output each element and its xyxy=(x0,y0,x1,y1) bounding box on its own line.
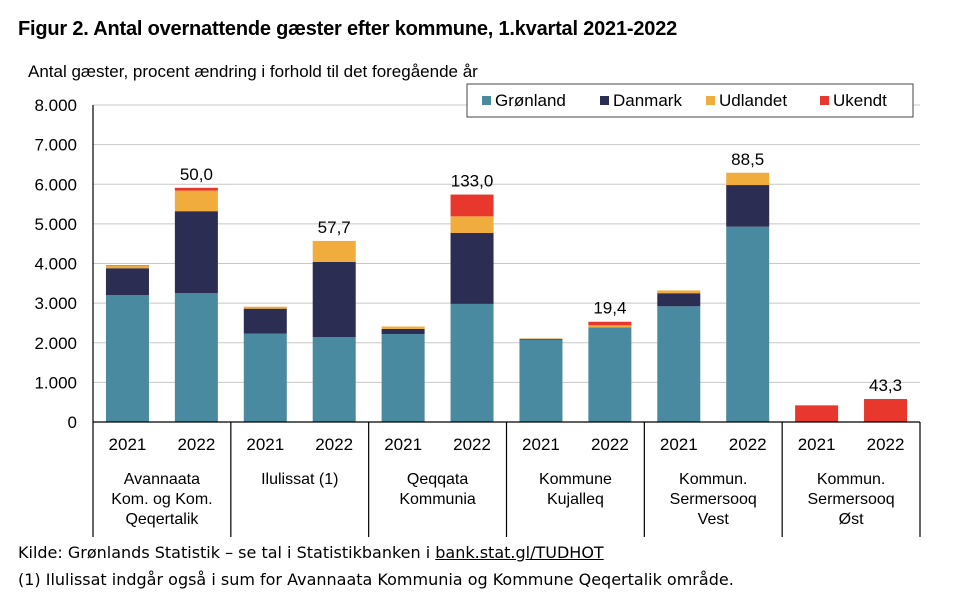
y-tick-label: 5.000 xyxy=(34,215,77,234)
bar-segment-udlandet xyxy=(450,216,494,233)
bar-segment-grønland xyxy=(312,337,356,422)
legend-label-danmark: Danmark xyxy=(613,91,682,110)
x-year-label: 2021 xyxy=(798,435,836,454)
y-tick-label: 2.000 xyxy=(34,334,77,353)
bar-segment-udlandet xyxy=(381,326,425,329)
x-group-label: Kommun. xyxy=(679,471,747,488)
legend-label-udlandet: Udlandet xyxy=(719,91,787,110)
bar-segment-udlandet xyxy=(726,172,770,186)
x-group-label: Kommunia xyxy=(399,491,476,508)
bar-segment-grønland xyxy=(726,226,770,422)
bar-segment-danmark xyxy=(312,261,356,338)
bar-segment-danmark xyxy=(450,232,494,304)
x-group-label: Avannaata xyxy=(124,471,200,488)
bar-segment-grønland xyxy=(105,295,149,422)
figure-title: Figur 2. Antal overnattende gæster efter… xyxy=(18,18,678,40)
legend-label-ukendt: Ukendt xyxy=(833,91,887,110)
stacked-bar-chart: Antal gæster, procent ændring i forhold … xyxy=(28,62,921,537)
bar-segment-danmark xyxy=(381,328,425,335)
x-year-label: 2021 xyxy=(246,435,284,454)
data-label: 43,3 xyxy=(869,376,902,395)
axes xyxy=(92,105,921,537)
x-group-label: Kommune xyxy=(539,471,612,488)
x-group-label: Qeqertalik xyxy=(125,511,199,528)
y-tick-label: 3.000 xyxy=(34,294,77,313)
x-year-label: 2022 xyxy=(453,435,491,454)
bar-segment-grønland xyxy=(381,334,425,422)
y-tick-label: 6.000 xyxy=(34,175,77,194)
x-year-label: 2021 xyxy=(522,435,560,454)
gridlines xyxy=(93,104,920,383)
source-note: Kilde: Grønlands Statistik – se tal i St… xyxy=(18,543,604,562)
y-tick-label: 0 xyxy=(68,413,77,432)
bar-segment-grønland xyxy=(588,327,632,422)
x-group-label: Ilulissat (1) xyxy=(261,471,338,488)
legend-swatch-udlandet xyxy=(706,96,715,105)
x-year-label: 2021 xyxy=(109,435,147,454)
y-axis-label: Antal gæster, procent ændring i forhold … xyxy=(28,62,478,81)
bar-segment-grønland xyxy=(174,293,218,422)
y-tick-label: 1.000 xyxy=(34,373,77,392)
data-label: 133,0 xyxy=(451,172,494,191)
legend-box xyxy=(466,83,914,118)
legend-label-grønland: Grønland xyxy=(495,91,566,110)
legend: Grønland Danmark Udlandet Ukendt xyxy=(466,83,914,118)
bar-segment-udlandet xyxy=(588,325,632,328)
legend-swatch-danmark xyxy=(600,96,609,105)
x-year-label: 2022 xyxy=(729,435,767,454)
bar-segment-danmark xyxy=(657,293,701,307)
source-link[interactable]: bank.stat.gl/TUDHOT xyxy=(435,543,604,562)
legend-swatch-grønland xyxy=(482,96,491,105)
bars xyxy=(105,172,908,422)
footnote: (1) Ilulissat indgår også i sum for Avan… xyxy=(18,570,734,589)
bar-segment-udlandet xyxy=(312,240,356,262)
y-tick-label: 8.000 xyxy=(34,96,77,115)
x-group-label: Øst xyxy=(839,511,864,528)
y-tick-label: 7.000 xyxy=(34,136,77,155)
x-group-label: Sermersooq xyxy=(808,491,895,508)
source-prefix: Kilde: Grønlands Statistik – se tal i St… xyxy=(18,543,436,562)
x-group-label: Kujalleq xyxy=(547,491,604,508)
y-tick-label: 4.000 xyxy=(34,255,77,274)
bar-segment-udlandet xyxy=(174,190,218,212)
data-label: 57,7 xyxy=(318,218,351,237)
bar-segment-udlandet xyxy=(105,265,149,269)
x-group-label: Vest xyxy=(698,511,730,528)
x-group-label: Kommun. xyxy=(817,471,885,488)
x-year-label: 2022 xyxy=(867,435,905,454)
x-year-label: 2021 xyxy=(384,435,422,454)
data-label: 19,4 xyxy=(593,299,626,318)
bar-segment-ukendt xyxy=(450,194,494,217)
bar-segment-grønland xyxy=(450,303,494,422)
bar-segment-ukendt xyxy=(795,405,839,422)
bar-segment-udlandet xyxy=(657,290,701,294)
x-year-label: 2022 xyxy=(177,435,215,454)
data-label: 88,5 xyxy=(731,150,764,169)
bar-segment-grønland xyxy=(657,306,701,422)
bar-segment-danmark xyxy=(174,211,218,294)
x-year-label: 2022 xyxy=(315,435,353,454)
bar-segment-ukendt xyxy=(588,321,632,326)
bar-segment-danmark xyxy=(726,185,770,227)
bar-segment-grønland xyxy=(243,333,287,422)
bar-segment-danmark xyxy=(243,308,287,334)
x-group-label: Qeqqata xyxy=(407,471,468,488)
x-group-label: Sermersooq xyxy=(670,491,757,508)
bar-segment-ukendt xyxy=(864,399,908,422)
x-year-label: 2021 xyxy=(660,435,698,454)
bar-segment-danmark xyxy=(105,268,149,296)
bar-segment-udlandet xyxy=(243,306,287,309)
labels: 0 1.000 2.000 3.000 4.000 5.000 6.000 7.000 8.00… xyxy=(34,96,904,528)
legend-swatch-ukendt xyxy=(820,96,829,105)
bar-segment-ukendt xyxy=(174,187,218,191)
data-label: 50,0 xyxy=(180,165,213,184)
bar-segment-danmark xyxy=(519,338,563,340)
x-group-label: Kom. og Kom. xyxy=(111,491,212,508)
bar-segment-grønland xyxy=(519,339,563,422)
x-year-label: 2022 xyxy=(591,435,629,454)
